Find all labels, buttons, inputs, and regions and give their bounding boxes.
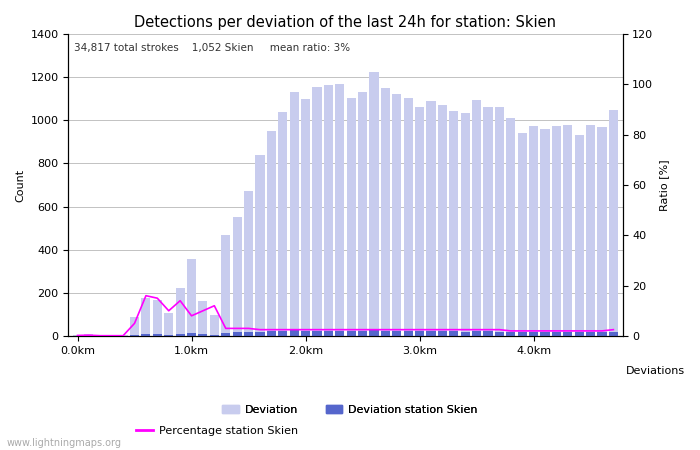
Bar — [358, 331, 367, 336]
Bar — [564, 332, 573, 336]
Bar — [301, 99, 310, 336]
Bar — [244, 332, 253, 336]
Bar — [552, 126, 561, 336]
Bar — [256, 332, 265, 336]
Bar — [404, 98, 413, 336]
Bar — [130, 316, 139, 336]
Bar — [472, 100, 481, 336]
Bar — [335, 331, 344, 336]
Bar — [506, 332, 515, 336]
Bar — [552, 332, 561, 336]
Bar — [267, 331, 276, 336]
Bar — [586, 332, 595, 336]
Bar — [221, 234, 230, 336]
Bar — [484, 331, 493, 336]
Bar — [370, 72, 379, 336]
Bar — [449, 111, 459, 336]
Bar — [586, 125, 595, 336]
Bar — [609, 332, 618, 336]
Bar — [96, 335, 105, 336]
Legend: Deviation, Deviation station Skien: Deviation, Deviation station Skien — [218, 401, 482, 420]
Bar — [517, 332, 526, 336]
Bar — [141, 298, 150, 336]
Bar — [529, 332, 538, 336]
Bar — [198, 301, 207, 336]
Bar — [290, 330, 299, 336]
Title: Detections per deviation of the last 24h for station: Skien: Detections per deviation of the last 24h… — [134, 15, 556, 30]
Bar — [153, 300, 162, 336]
Bar — [540, 332, 550, 336]
Bar — [484, 107, 493, 336]
Bar — [187, 333, 196, 336]
Bar — [449, 331, 459, 336]
Bar — [575, 135, 584, 336]
Bar — [461, 113, 470, 336]
Bar — [130, 335, 139, 336]
Bar — [597, 332, 606, 336]
Bar — [370, 330, 379, 336]
Bar — [564, 125, 573, 336]
Bar — [426, 101, 435, 336]
Bar — [506, 117, 515, 336]
Bar — [324, 331, 333, 336]
Bar — [176, 288, 185, 336]
Bar — [232, 333, 241, 336]
Y-axis label: Count: Count — [15, 168, 25, 202]
Bar — [153, 334, 162, 336]
Bar — [312, 331, 321, 336]
Bar — [324, 86, 333, 336]
Bar — [517, 133, 526, 336]
Bar — [73, 335, 82, 336]
Bar — [346, 331, 356, 336]
Bar — [335, 84, 344, 336]
Bar — [381, 331, 390, 336]
Y-axis label: Ratio [%]: Ratio [%] — [659, 159, 669, 211]
Bar — [381, 88, 390, 336]
Bar — [404, 331, 413, 336]
Bar — [267, 131, 276, 336]
Bar — [301, 331, 310, 336]
Bar — [358, 92, 367, 336]
Bar — [312, 87, 321, 336]
Bar — [575, 332, 584, 336]
Bar — [118, 335, 127, 336]
Bar — [415, 331, 424, 336]
Bar — [495, 332, 504, 336]
Bar — [540, 129, 550, 336]
Bar — [290, 92, 299, 336]
Bar — [232, 217, 241, 336]
Bar — [210, 335, 219, 336]
Bar — [472, 331, 481, 336]
Bar — [426, 331, 435, 336]
Bar — [164, 335, 174, 336]
Bar — [256, 155, 265, 336]
Bar — [141, 334, 150, 336]
Bar — [415, 107, 424, 336]
Text: Deviations: Deviations — [626, 366, 685, 377]
Bar — [609, 110, 618, 336]
Bar — [346, 98, 356, 336]
Bar — [244, 191, 253, 336]
Bar — [198, 334, 207, 336]
Bar — [392, 94, 401, 336]
Bar — [221, 333, 230, 336]
Bar — [107, 335, 116, 336]
Bar — [210, 315, 219, 336]
Bar — [187, 259, 196, 336]
Bar — [461, 332, 470, 336]
Bar — [278, 331, 287, 336]
Bar — [438, 105, 447, 336]
Bar — [164, 313, 174, 336]
Legend: Percentage station Skien: Percentage station Skien — [132, 421, 302, 440]
Bar — [85, 334, 94, 336]
Bar — [278, 112, 287, 336]
Bar — [438, 331, 447, 336]
Text: www.lightningmaps.org: www.lightningmaps.org — [7, 438, 122, 448]
Text: 34,817 total strokes    1,052 Skien     mean ratio: 3%: 34,817 total strokes 1,052 Skien mean ra… — [74, 43, 350, 53]
Bar — [176, 334, 185, 336]
Bar — [529, 126, 538, 336]
Bar — [392, 331, 401, 336]
Bar — [597, 127, 606, 336]
Bar — [495, 107, 504, 336]
